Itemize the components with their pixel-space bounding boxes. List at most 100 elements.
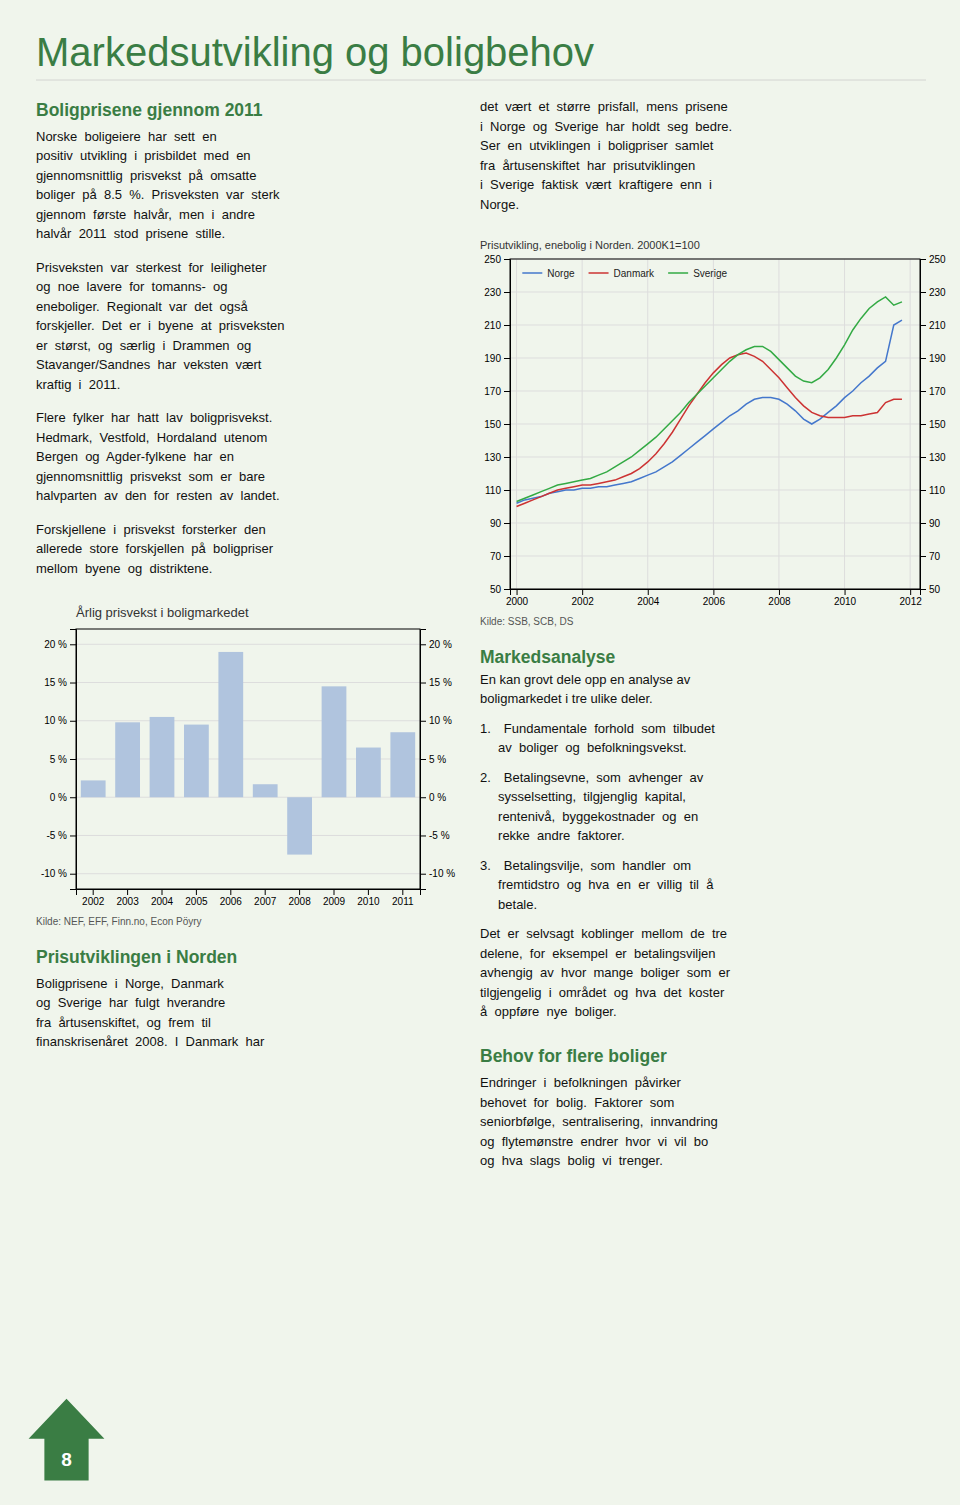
section-heading: Boligprisene gjennom 2011 <box>36 100 263 120</box>
tick-label: 130 <box>484 452 501 463</box>
paragraph-line: gjennomsnittlig prisvekst som er bare <box>36 469 265 484</box>
tick: 250 <box>920 254 946 265</box>
tick: 2011 <box>392 889 414 907</box>
tick: 5 % <box>50 754 76 765</box>
tick-mark <box>504 523 510 524</box>
tick-label: 5 % <box>429 754 446 765</box>
paragraph-line: rekke andre faktorer. <box>480 828 625 843</box>
paragraph-line: 3. Betalingsvilje, som handler om <box>480 858 691 873</box>
tick: 130 <box>484 452 510 463</box>
series-line <box>517 297 902 502</box>
tick: 0 % <box>420 792 446 803</box>
tick-label: -10 % <box>429 868 455 879</box>
tick-label: 2007 <box>254 896 277 907</box>
tick-mark <box>420 797 426 798</box>
tick: 2010 <box>834 589 857 607</box>
tick-label: -5 % <box>429 830 450 841</box>
tick-mark <box>420 644 426 645</box>
tick-label: 150 <box>484 419 501 430</box>
paragraph-line: og flytemønstre endrer hvor vi vil bo <box>480 1134 708 1149</box>
paragraph-line: fremtidstro og hva en er villig til å <box>480 877 714 892</box>
tick: 2007 <box>254 889 277 907</box>
paragraph-line: det vært et større prisfall, mens prisen… <box>480 99 728 114</box>
bar <box>253 784 278 797</box>
paragraph-line: er størst, og særlig i Drammen og <box>36 338 251 353</box>
tick-label: 10 % <box>44 715 67 726</box>
tick-mark <box>70 797 76 798</box>
tick: 10 % <box>44 715 76 726</box>
tick-label: 2008 <box>288 896 311 907</box>
paragraph-line: og Sverige har fulgt hverandre <box>36 995 225 1010</box>
paragraph-line: rentenivå, byggekostnader og en <box>480 809 698 824</box>
paragraph-line: av boliger og befolkningsvekst. <box>480 740 687 755</box>
legend: NorgeDanmarkSverige <box>522 268 727 279</box>
grid-line <box>76 682 420 683</box>
grid-line <box>76 644 420 645</box>
series-line <box>517 320 902 503</box>
chart-source: Kilde: SSB, SCB, DS <box>480 616 574 627</box>
y-axis-right: -10 %-5 %0 %5 %10 %15 %20 % <box>420 630 455 890</box>
legend-item: Sverige <box>668 268 727 279</box>
tick-mark <box>70 721 76 722</box>
tick-mark <box>920 589 926 590</box>
tick: 50 <box>490 584 510 595</box>
paragraph-line: Forskjellene i prisvekst forsterker den <box>36 522 266 537</box>
tick: 50 <box>920 584 941 595</box>
tick-label: 150 <box>929 419 946 430</box>
grid-line <box>510 325 920 326</box>
bar <box>218 652 243 797</box>
y-axis: -10 %-5 %0 %5 %10 %15 %20 % <box>41 630 77 890</box>
tick: 0 % <box>50 792 76 803</box>
tick: 15 % <box>420 677 452 688</box>
tick-label: 250 <box>484 254 501 265</box>
tick-mark <box>70 683 76 684</box>
tick-label: 250 <box>929 254 946 265</box>
paragraph-line: Stavanger/Sandnes har veksten vært <box>36 357 262 372</box>
x-axis: 2002200320042005200620072008200920102011 <box>77 889 421 907</box>
tick-label: 230 <box>929 287 946 298</box>
paragraph-line: kraftig i 2011. <box>36 377 120 392</box>
paragraph-line: boligmarkedet i tre ulike deler. <box>480 691 653 706</box>
grid-line <box>844 259 845 589</box>
grid-line <box>510 358 920 359</box>
tick-mark <box>334 889 335 895</box>
tick-label: 90 <box>929 518 941 529</box>
page-house <box>29 1399 105 1481</box>
section-heading: Markedsanalyse <box>480 647 615 667</box>
tick-mark <box>420 874 426 875</box>
bar <box>150 717 175 797</box>
paragraph-line: positiv utvikling i prisbildet med en <box>36 148 251 163</box>
paragraph-line: gjennom første halvår, men i andre <box>36 207 255 222</box>
tick-label: 2002 <box>572 596 595 607</box>
tick: 2008 <box>768 589 791 607</box>
legend-label: Sverige <box>693 268 727 279</box>
paragraph-line: 2. Betalingsevne, som avhenger av <box>480 770 704 785</box>
tick-mark <box>517 589 518 595</box>
paragraph-line: halvår 2011 stod prisene stille. <box>36 226 225 241</box>
grid-line <box>778 259 779 589</box>
legend-swatch <box>522 272 542 274</box>
paragraph-line: Hedmark, Vestfold, Hordaland utenom <box>36 430 267 445</box>
tick-label: 2012 <box>900 596 923 607</box>
tick-mark <box>504 358 510 359</box>
tick: -5 % <box>420 830 450 841</box>
tick-label: 50 <box>490 584 502 595</box>
tick-mark <box>504 259 510 260</box>
plot-area <box>81 652 415 855</box>
tick-label: 130 <box>929 452 946 463</box>
tick: 2005 <box>185 889 208 907</box>
tick-label: 190 <box>484 353 501 364</box>
tick-mark <box>127 889 128 895</box>
tick-mark <box>920 523 926 524</box>
grid-line <box>510 556 920 557</box>
paragraph-line: og noe lavere for tomanns- og <box>36 279 228 294</box>
axis-domain <box>421 630 427 890</box>
paragraph-line: Prisveksten var sterkest for leiligheter <box>36 260 267 275</box>
tick-mark <box>920 259 926 260</box>
tick-label: 2002 <box>82 896 105 907</box>
tick: 210 <box>484 320 510 331</box>
paragraph-line: 1. Fundamentale forhold som tilbudet <box>480 721 715 736</box>
tick-mark <box>70 874 76 875</box>
tick-mark <box>402 889 403 895</box>
paragraph-line: Bergen og Agder-fylkene har en <box>36 449 234 464</box>
